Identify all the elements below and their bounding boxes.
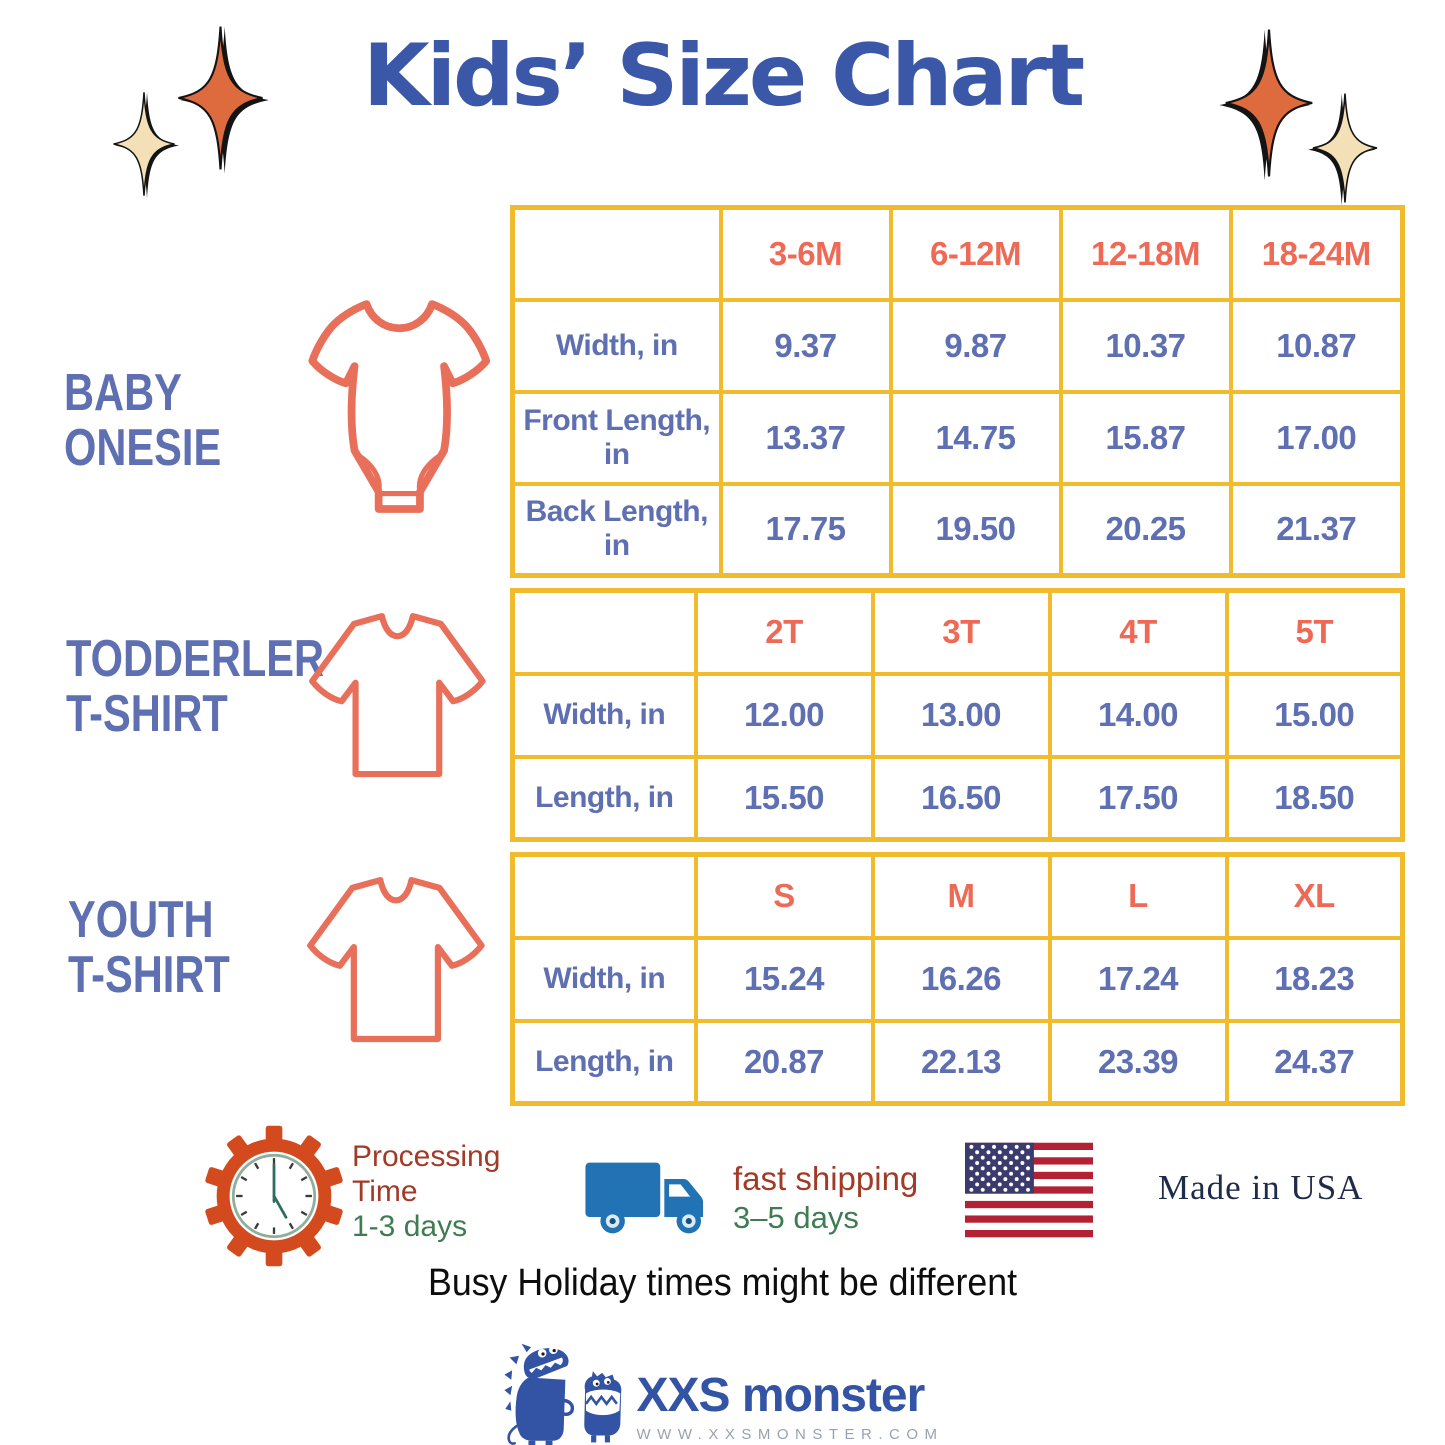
measurement-value-cell: 10.37 xyxy=(1058,297,1233,394)
table-header-row: S M L XL xyxy=(510,852,1405,940)
processing-time-text: Processing Time 1-3 days xyxy=(352,1140,500,1244)
measurement-value-cell: 20.25 xyxy=(1058,481,1233,578)
measurement-label-cell: Width, in xyxy=(510,297,723,394)
section-label-youth-tshirt: YOUTH T-SHIRT xyxy=(68,891,230,1005)
measurement-label-cell: Front Length, in xyxy=(510,389,723,486)
size-header-cell: XL xyxy=(1224,852,1405,940)
table-header-row: 3-6M 6-12M 12-18M 18-24M xyxy=(510,205,1405,302)
onesie-icon xyxy=(308,300,491,513)
fast-shipping-text: fast shipping 3–5 days xyxy=(733,1158,918,1238)
holiday-notice: Busy Holiday times might be different xyxy=(428,1262,1017,1304)
processing-line: Time xyxy=(352,1174,418,1208)
brand-website: WWW.XXSMONSTER.COM xyxy=(636,1426,944,1443)
sparkle-icon xyxy=(113,92,179,199)
size-header-cell: 5T xyxy=(1224,588,1405,676)
monster-mascot-icon xyxy=(503,1343,621,1445)
measurement-value-cell: 18.50 xyxy=(1224,754,1405,842)
table-header-row: 2T 3T 4T 5T xyxy=(510,588,1405,676)
gear-clock-icon xyxy=(205,1125,343,1267)
size-header-cell: 2T xyxy=(693,588,875,676)
table-row: Length, in 20.87 22.13 23.39 24.37 xyxy=(510,1018,1405,1106)
corner-cell xyxy=(510,205,723,302)
table-row: Width, in 9.37 9.87 10.37 10.87 xyxy=(510,297,1405,394)
measurement-value-cell: 19.50 xyxy=(888,481,1063,578)
measurement-value-cell: 17.50 xyxy=(1047,754,1229,842)
page-title: Kids’ Size Chart xyxy=(362,26,1085,126)
measurement-value-cell: 15.87 xyxy=(1058,389,1233,486)
measurement-label-cell: Width, in xyxy=(510,671,698,759)
sparkle-icon xyxy=(1308,93,1378,206)
section-label-toddler-tshirt: TODDERLER T-SHIRT xyxy=(66,630,325,744)
size-header-cell: S xyxy=(693,852,875,940)
measurement-value-cell: 14.00 xyxy=(1047,671,1229,759)
measurement-value-cell: 22.13 xyxy=(870,1018,1052,1106)
usa-flag-icon xyxy=(965,1142,1093,1238)
size-header-cell: L xyxy=(1047,852,1229,940)
brand-name: XXS monster xyxy=(636,1369,926,1422)
size-header-cell: 18-24M xyxy=(1228,205,1405,302)
measurement-value-cell: 15.00 xyxy=(1224,671,1405,759)
measurement-value-cell: 9.37 xyxy=(718,297,893,394)
processing-line: Processing xyxy=(352,1140,501,1173)
table-row: Back Length, in 17.75 19.50 20.25 21.37 xyxy=(510,481,1405,578)
measurement-label-cell: Length, in xyxy=(510,754,698,842)
sparkle-icon xyxy=(1219,29,1313,181)
measurement-label-cell: Back Length, in xyxy=(510,481,723,578)
measurement-value-cell: 12.00 xyxy=(693,671,875,759)
measurement-value-cell: 10.87 xyxy=(1228,297,1405,394)
measurement-value-cell: 16.26 xyxy=(870,935,1052,1023)
section-label-line: TODDERLER xyxy=(66,630,325,688)
measurement-value-cell: 13.37 xyxy=(718,389,893,486)
size-header-cell: 12-18M xyxy=(1058,205,1233,302)
corner-cell xyxy=(510,852,698,940)
measurement-value-cell: 15.24 xyxy=(693,935,875,1023)
table-row: Width, in 15.24 16.26 17.24 18.23 xyxy=(510,935,1405,1023)
measurement-value-cell: 15.50 xyxy=(693,754,875,842)
measurement-value-cell: 16.50 xyxy=(870,754,1052,842)
brand-logo: XXS monster WWW.XXSMONSTER.COM xyxy=(0,1342,1445,1445)
section-label-line: BABY xyxy=(64,364,182,422)
measurement-value-cell: 14.75 xyxy=(888,389,1063,486)
table-row: Width, in 12.00 13.00 14.00 15.00 xyxy=(510,671,1405,759)
youth-tshirt-size-table: S M L XL Width, in 15.24 16.26 17.24 18.… xyxy=(510,852,1405,1106)
measurement-value-cell: 23.39 xyxy=(1047,1018,1229,1106)
measurement-value-cell: 21.37 xyxy=(1228,481,1405,578)
measurement-value-cell: 17.00 xyxy=(1228,389,1405,486)
truck-icon xyxy=(585,1162,704,1234)
size-header-cell: 6-12M xyxy=(888,205,1063,302)
table-row: Length, in 15.50 16.50 17.50 18.50 xyxy=(510,754,1405,842)
baby-onesie-size-table: 3-6M 6-12M 12-18M 18-24M Width, in 9.37 … xyxy=(510,205,1405,578)
shipping-label: fast shipping xyxy=(733,1160,919,1197)
measurement-value-cell: 17.75 xyxy=(718,481,893,578)
measurement-value-cell: 24.37 xyxy=(1224,1018,1405,1106)
tshirt-icon xyxy=(309,613,486,778)
corner-cell xyxy=(510,588,698,676)
section-label-baby-onesie: BABY ONESIE xyxy=(64,364,222,478)
measurement-value-cell: 13.00 xyxy=(870,671,1052,759)
size-header-cell: 3T xyxy=(870,588,1052,676)
measurement-value-cell: 18.23 xyxy=(1224,935,1405,1023)
measurement-value-cell: 9.87 xyxy=(888,297,1063,394)
made-in-usa-text: Made in USA xyxy=(1158,1168,1364,1207)
section-label-line: T-SHIRT xyxy=(66,685,228,744)
size-header-cell: 4T xyxy=(1047,588,1229,676)
size-header-cell: M xyxy=(870,852,1052,940)
processing-days: 1-3 days xyxy=(352,1209,468,1243)
section-label-line: T-SHIRT xyxy=(68,946,230,1005)
measurement-value-cell: 17.24 xyxy=(1047,935,1229,1023)
shipping-days: 3–5 days xyxy=(733,1200,859,1236)
measurement-label-cell: Length, in xyxy=(510,1018,698,1106)
measurement-label-cell: Width, in xyxy=(510,935,698,1023)
toddler-tshirt-size-table: 2T 3T 4T 5T Width, in 12.00 13.00 14.00 … xyxy=(510,588,1405,842)
section-label-line: YOUTH xyxy=(68,891,214,949)
tshirt-icon xyxy=(307,877,485,1043)
sparkle-icon xyxy=(178,26,269,174)
measurement-value-cell: 20.87 xyxy=(693,1018,875,1106)
section-label-line: ONESIE xyxy=(64,419,222,478)
table-row: Front Length, in 13.37 14.75 15.87 17.00 xyxy=(510,389,1405,486)
size-header-cell: 3-6M xyxy=(718,205,893,302)
